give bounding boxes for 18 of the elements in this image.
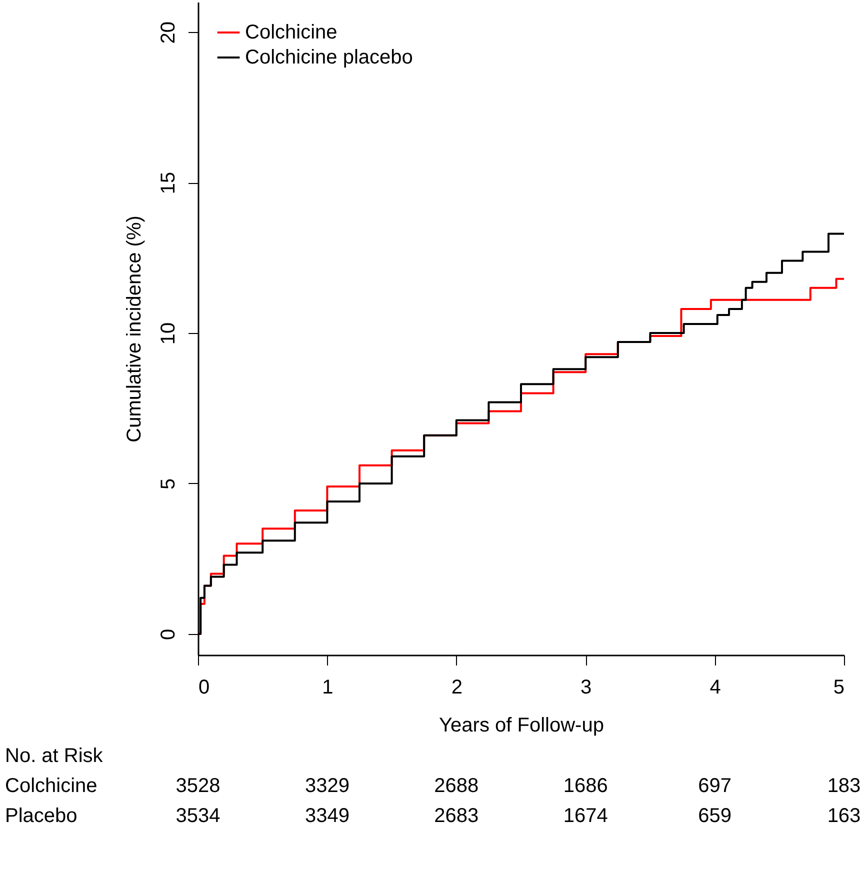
- y-tick-label: 0: [158, 628, 180, 640]
- x-tick-label: 5: [833, 676, 844, 698]
- x-axis-title: Years of Follow-up: [439, 714, 604, 736]
- text: Placebo 3534 3349 2683 1674 659 163: [5, 805, 861, 827]
- y-tick-label: 10: [158, 322, 180, 345]
- legend-label: Colchicine: [245, 22, 338, 44]
- y-tick-label: 20: [158, 21, 180, 44]
- x-tick-label: 2: [451, 676, 462, 698]
- x-tick-label: 4: [710, 676, 721, 698]
- text: Colchicine 3528 3329 2688 1686 697 183: [5, 775, 861, 797]
- x-tick-label: 3: [580, 676, 592, 698]
- y-axis-title: Cumulative incidence (%): [124, 216, 146, 442]
- legend-label: Colchicine placebo: [245, 46, 413, 68]
- y-tick-label: 5: [158, 478, 180, 490]
- x-tick-label: 0: [198, 676, 210, 698]
- y-tick-label: 15: [158, 172, 180, 194]
- text: No. at Risk: [5, 745, 104, 767]
- x-tick-label: 1: [322, 676, 334, 698]
